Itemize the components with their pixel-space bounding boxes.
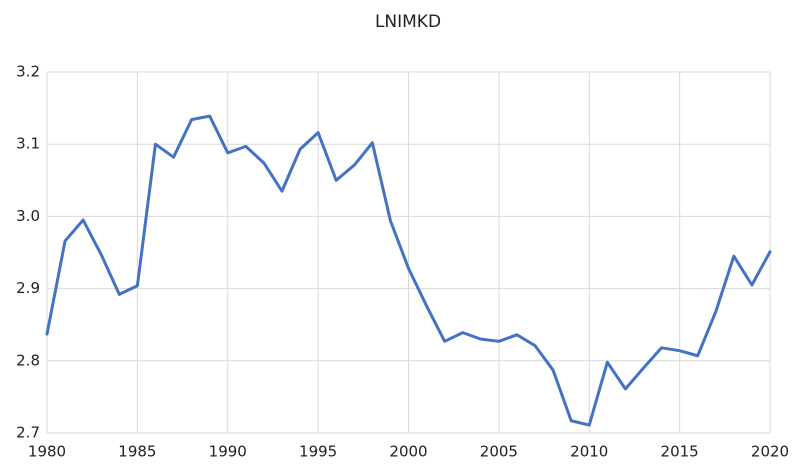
data-line — [45, 114, 772, 427]
x-tick-label: 1990 — [209, 443, 247, 461]
y-tick-label: 3.1 — [16, 135, 40, 153]
x-tick-label: 1995 — [299, 443, 337, 461]
x-tick-label: 1985 — [118, 443, 156, 461]
x-tick-label: 2000 — [389, 443, 427, 461]
y-tick-label: 2.8 — [16, 351, 40, 369]
x-tick-label: 2010 — [570, 443, 608, 461]
x-tick-label: 2005 — [480, 443, 518, 461]
x-tick-label: 1980 — [28, 443, 66, 461]
y-tick-label: 3.2 — [16, 63, 40, 81]
x-tick-label: 2020 — [751, 443, 789, 461]
y-tick-label: 2.9 — [16, 279, 40, 297]
chart-title: LNIMKD — [375, 12, 441, 32]
y-tick-label: 2.7 — [16, 424, 40, 442]
y-tick-label: 3.0 — [16, 207, 40, 225]
x-tick-label: 2015 — [661, 443, 699, 461]
